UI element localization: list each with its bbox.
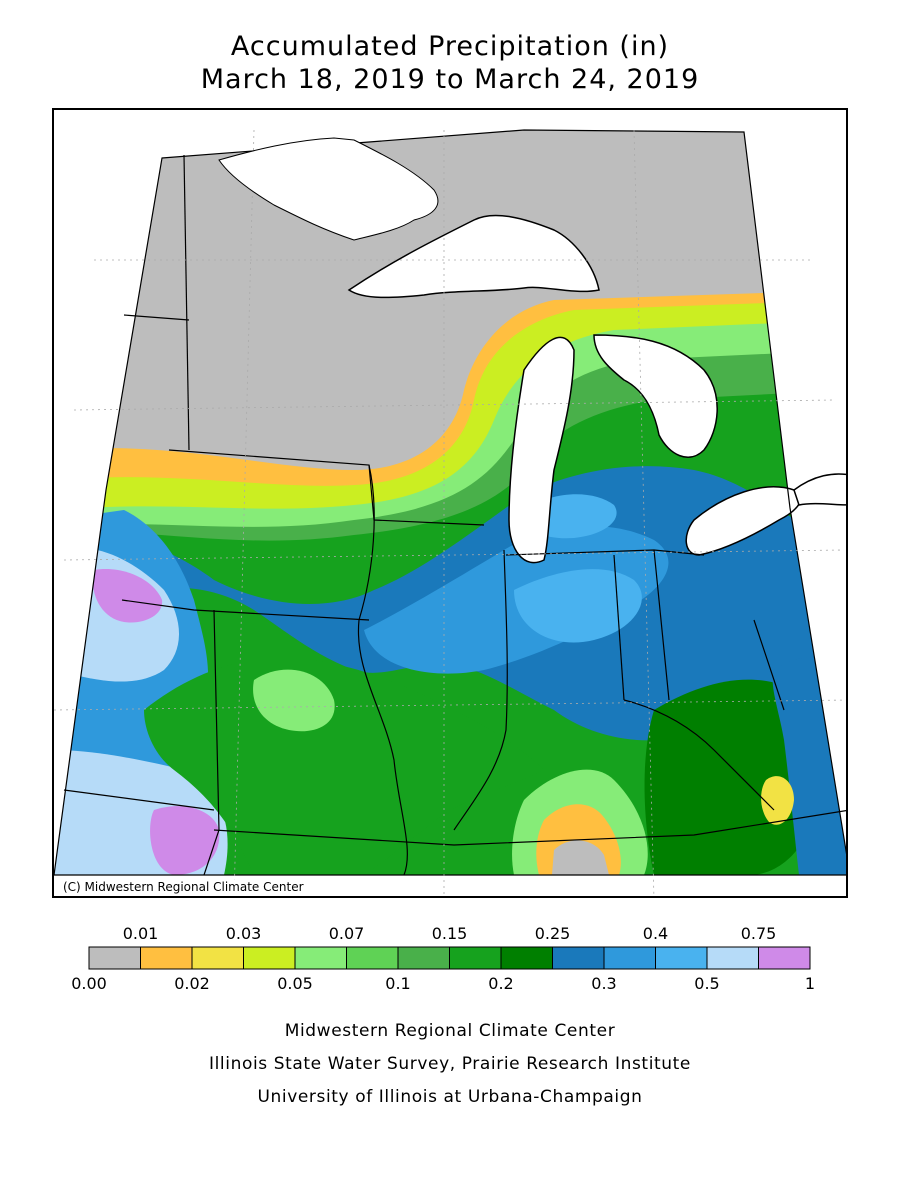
lat-lon-grid [54, 129, 846, 896]
canada-land [218, 137, 439, 241]
precipitation-field [54, 130, 846, 875]
legend-swatch [655, 946, 708, 970]
legend-swatch [603, 946, 656, 970]
legend-swatch [140, 946, 193, 970]
legend-swatch [500, 946, 553, 970]
state-borders [63, 154, 846, 876]
map-title: Accumulated Precipitation (in) [230, 31, 670, 62]
legend-upper-label: 0.25 [535, 924, 571, 943]
legend-swatch [449, 946, 502, 970]
legend-lower-label: 0.3 [591, 974, 616, 993]
legend-lower-label: 0.5 [694, 974, 719, 993]
footer-org: Midwestern Regional Climate Center [284, 1021, 616, 1041]
legend-lower-label: 0.02 [174, 974, 210, 993]
great-lakes [347, 214, 846, 564]
legend-upper-label: 0.15 [432, 924, 468, 943]
map-canvas [54, 129, 846, 896]
legend-lower-label: 0.1 [385, 974, 410, 993]
legend-swatch [706, 946, 759, 970]
legend-upper-label: 0.4 [643, 924, 668, 943]
precipitation-map: (C) Midwestern Regional Climate Center [52, 108, 848, 898]
map-credit: (C) Midwestern Regional Climate Center [60, 880, 307, 894]
map-date-range: March 18, 2019 to March 24, 2019 [200, 64, 700, 95]
region-outline [54, 129, 846, 876]
legend-swatch [191, 946, 244, 970]
legend-swatch [294, 946, 347, 970]
footer-survey: Illinois State Water Survey, Prairie Res… [209, 1054, 691, 1074]
legend-swatch [397, 946, 450, 970]
legend-lower-label: 0.2 [488, 974, 513, 993]
legend-upper-label: 0.07 [329, 924, 365, 943]
legend-lower-label: 0.00 [71, 974, 107, 993]
legend-upper-label: 0.75 [741, 924, 777, 943]
legend-swatch [552, 946, 605, 970]
footer-university: University of Illinois at Urbana-Champai… [257, 1087, 643, 1107]
legend-lower-label: 0.05 [277, 974, 313, 993]
legend-swatch [758, 946, 811, 970]
legend-swatch [346, 946, 399, 970]
color-legend: 0.00 0.02 0.05 0.1 0.2 0.3 0.5 1 0.01 0.03 0.07 0.1… [71, 924, 815, 993]
legend-upper-label: 0.01 [123, 924, 159, 943]
legend-swatch [88, 946, 141, 970]
legend-lower-label: 1 [805, 974, 815, 993]
legend-swatch [243, 946, 296, 970]
legend-upper-label: 0.03 [226, 924, 262, 943]
